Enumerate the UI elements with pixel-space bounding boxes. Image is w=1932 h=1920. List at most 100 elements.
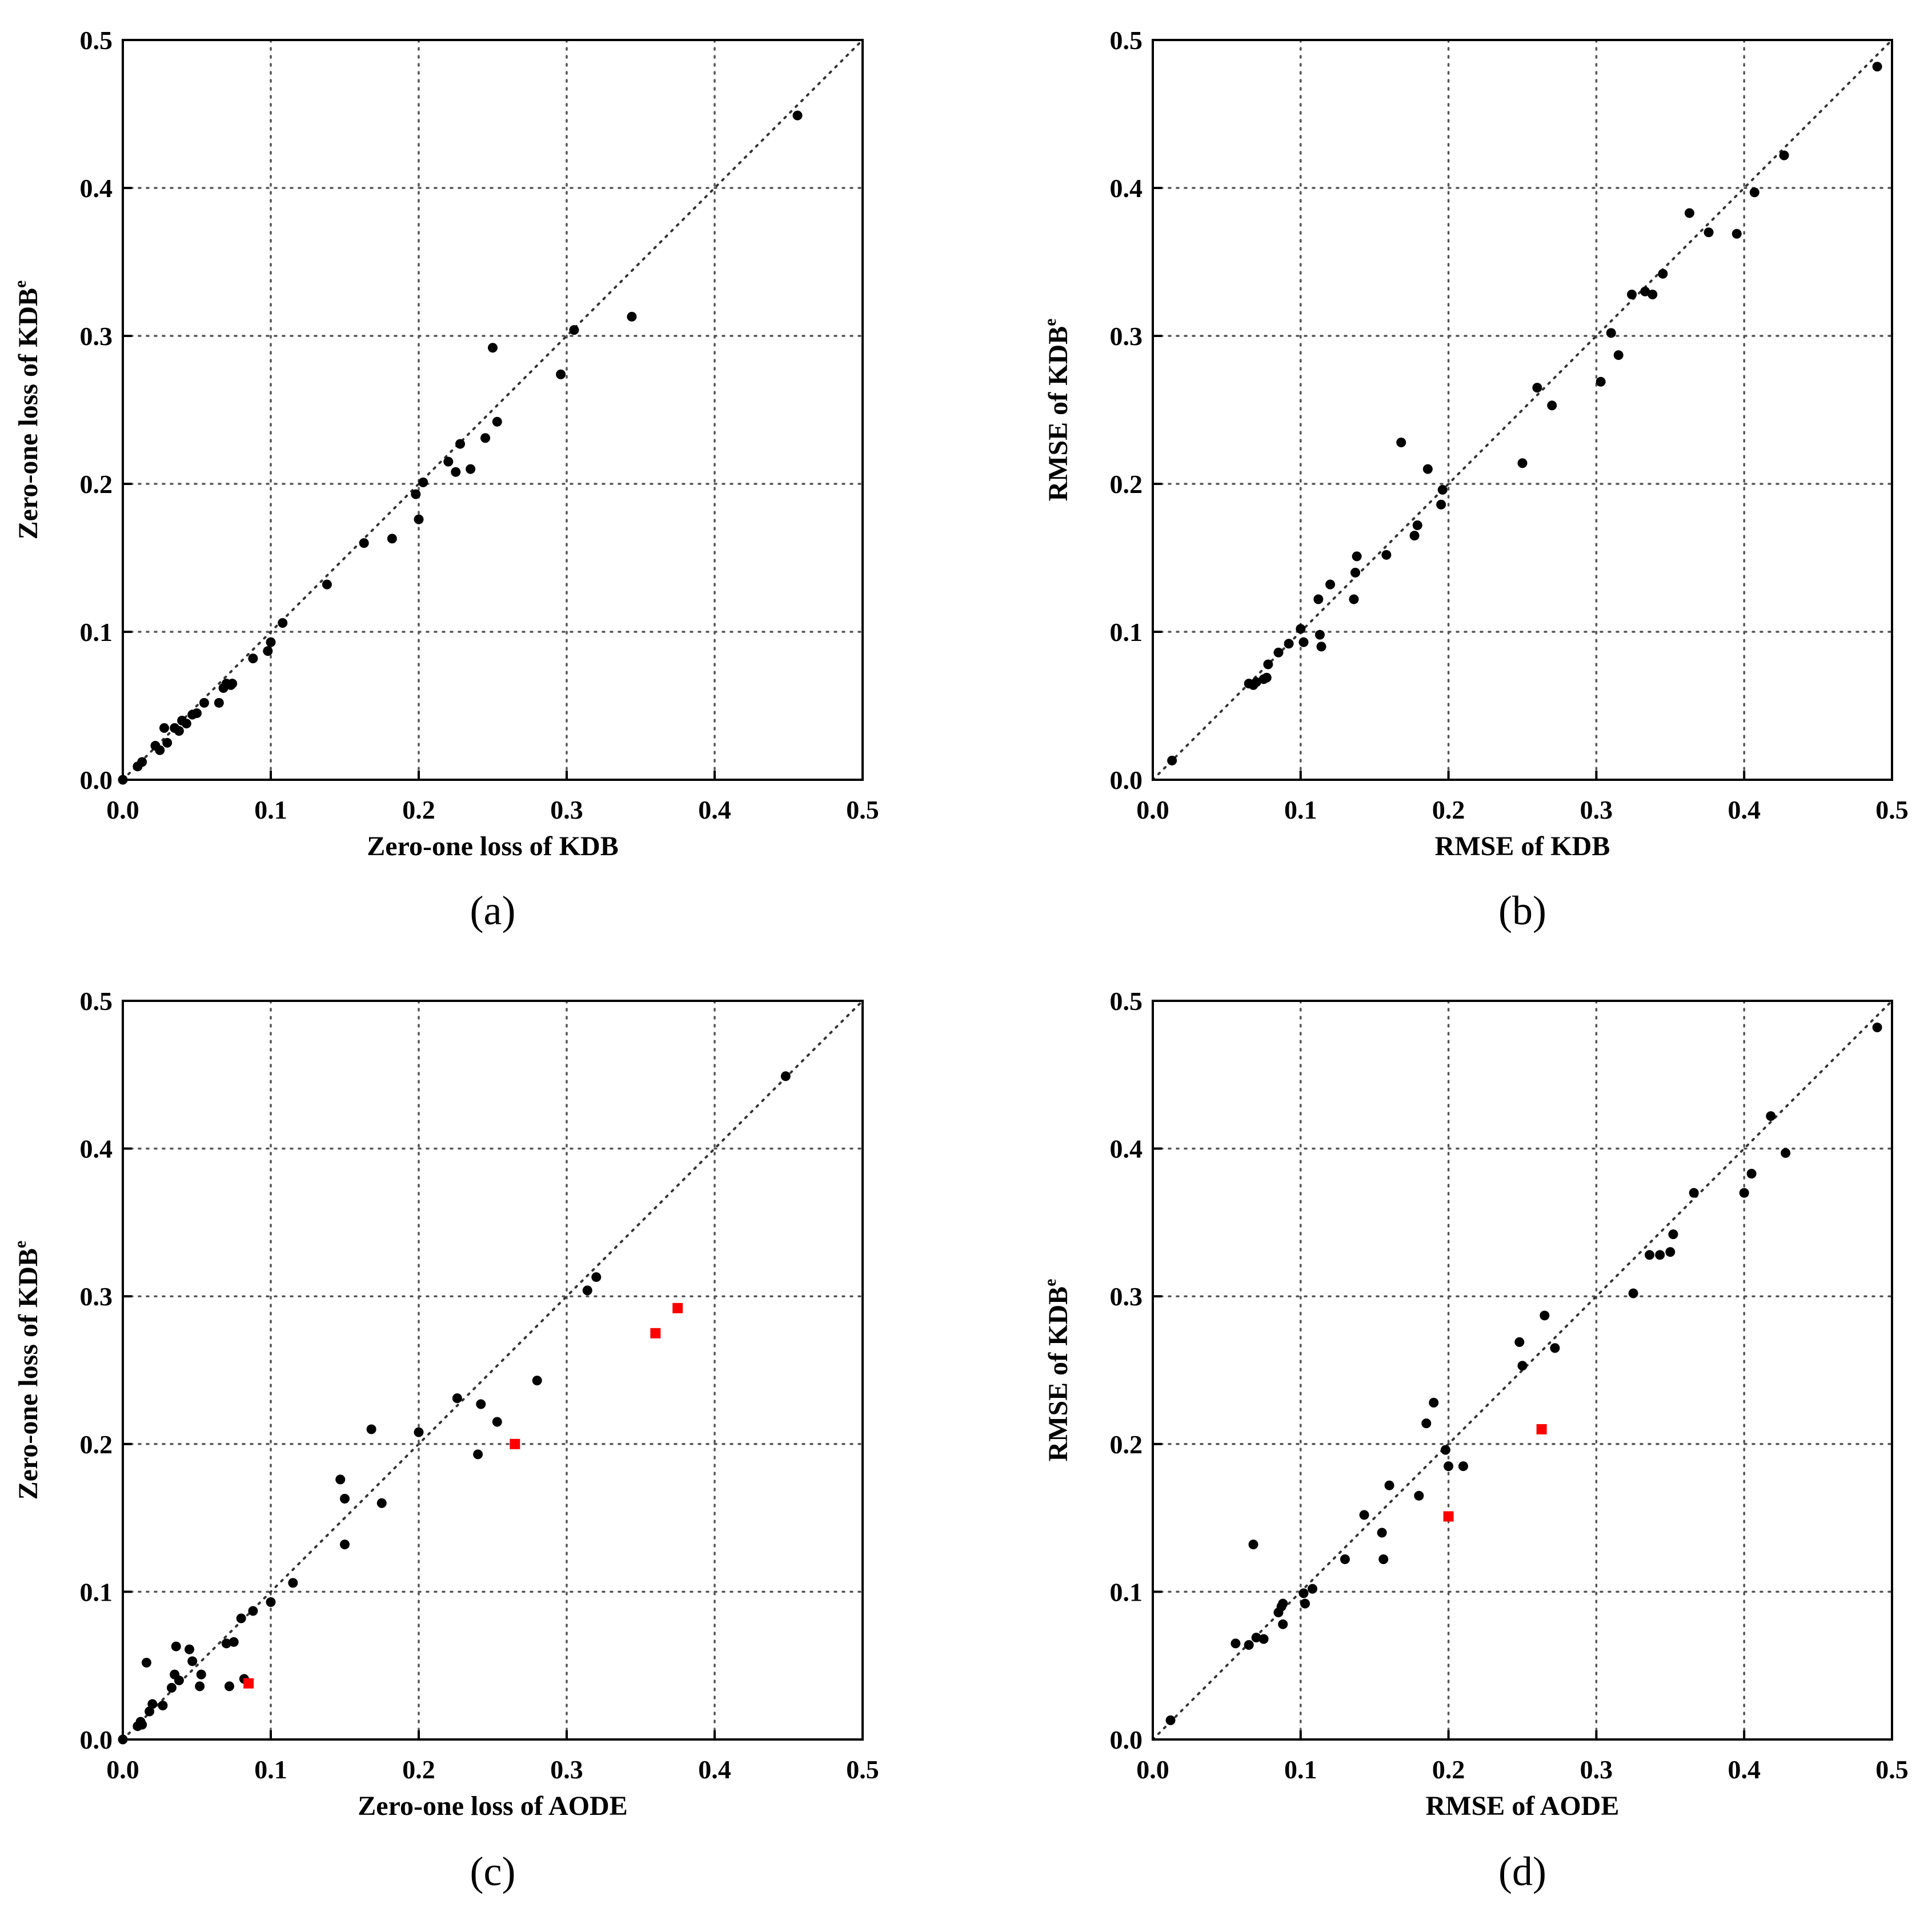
- data-point: [227, 679, 238, 689]
- data-point: [1167, 755, 1177, 765]
- data-point: [480, 433, 491, 443]
- data-point: [1296, 624, 1306, 634]
- data-point: [556, 369, 566, 379]
- data-point: [147, 1699, 158, 1709]
- data-point: [1517, 1361, 1528, 1371]
- x-tick-label: 0.0: [1136, 1755, 1169, 1784]
- data-point: [1377, 1528, 1387, 1538]
- y-tick-label: 0.0: [1110, 1725, 1143, 1754]
- x-tick-label: 0.3: [550, 1755, 583, 1784]
- x-axis-label: Zero-one loss of AODE: [358, 1791, 627, 1821]
- y-tick-label: 0.0: [80, 1725, 113, 1754]
- data-point: [1668, 1229, 1678, 1240]
- y-axis-label: Zero-one loss of KDBe: [11, 1241, 43, 1500]
- highlighted-data-point: [1536, 1424, 1547, 1434]
- data-point: [1298, 637, 1309, 647]
- y-tick-label: 0.3: [80, 1282, 113, 1311]
- data-point: [1779, 150, 1789, 161]
- data-point: [1540, 1310, 1550, 1321]
- data-point: [1378, 1554, 1389, 1565]
- data-point: [1739, 1188, 1749, 1198]
- data-point: [145, 1706, 155, 1717]
- x-tick-label: 0.2: [402, 795, 435, 824]
- x-axis-label: RMSE of KDB: [1435, 831, 1610, 861]
- y-tick-label: 0.3: [1110, 322, 1143, 351]
- data-point: [1422, 464, 1433, 474]
- x-tick-label: 0.4: [698, 1755, 731, 1784]
- data-point: [1613, 350, 1624, 360]
- data-point: [1640, 286, 1650, 296]
- x-axis-label: Zero-one loss of KDB: [367, 831, 618, 861]
- data-point: [1648, 289, 1658, 299]
- y-axis-label-superscript: e: [11, 280, 30, 288]
- data-point: [1251, 677, 1261, 687]
- data-point: [137, 1719, 147, 1730]
- data-point: [158, 1701, 168, 1711]
- data-point: [187, 1656, 198, 1666]
- panel-caption: (b): [1498, 888, 1546, 933]
- data-point: [1517, 458, 1528, 468]
- data-point: [532, 1376, 542, 1386]
- data-point: [1414, 1490, 1424, 1501]
- data-point: [488, 343, 498, 353]
- data-point: [582, 1285, 592, 1296]
- data-point: [263, 646, 273, 656]
- data-point: [1263, 659, 1273, 670]
- data-point: [591, 1272, 602, 1282]
- data-point: [452, 1393, 462, 1404]
- data-point: [1872, 1023, 1882, 1033]
- data-point: [1532, 383, 1542, 393]
- y-axis-label: Zero-one loss of KDBe: [11, 280, 43, 540]
- diagonal-reference-line: [1152, 39, 1893, 781]
- data-point: [1731, 229, 1742, 239]
- y-tick-label: 0.2: [80, 470, 113, 499]
- y-tick-label: 0.4: [80, 174, 113, 203]
- data-point: [162, 737, 173, 748]
- data-point: [1606, 328, 1616, 338]
- data-point: [1412, 520, 1422, 531]
- y-tick-label: 0.5: [1110, 26, 1143, 55]
- data-point: [476, 1399, 486, 1409]
- data-point: [1684, 208, 1694, 218]
- data-point: [1248, 1540, 1258, 1550]
- data-point: [451, 467, 461, 477]
- x-tick-label: 0.0: [1136, 795, 1169, 824]
- x-tick-label: 0.4: [1727, 1755, 1761, 1784]
- data-point: [455, 439, 466, 449]
- plot-frame: [122, 1000, 864, 1741]
- data-point: [1766, 1111, 1776, 1121]
- data-point: [1436, 499, 1446, 510]
- data-point: [792, 110, 803, 121]
- data-point: [236, 1613, 246, 1624]
- data-point: [1440, 1445, 1450, 1455]
- highlighted-data-point: [1443, 1511, 1454, 1522]
- data-point: [278, 618, 288, 628]
- y-tick-label: 0.5: [80, 987, 113, 1016]
- data-point: [492, 1417, 502, 1427]
- data-point: [1349, 594, 1359, 604]
- data-point: [492, 416, 502, 427]
- panel-caption: (a): [470, 888, 516, 933]
- data-point: [1244, 1640, 1254, 1650]
- data-point: [1251, 1633, 1261, 1643]
- data-point: [185, 1644, 195, 1654]
- data-point: [214, 698, 224, 708]
- data-point: [155, 745, 165, 755]
- data-point: [1284, 639, 1294, 649]
- data-point: [1314, 630, 1325, 640]
- x-axis-label: RMSE of AODE: [1426, 1791, 1620, 1821]
- data-point: [1230, 1638, 1241, 1649]
- data-point: [181, 719, 191, 729]
- data-point: [195, 1681, 205, 1691]
- highlighted-data-point: [510, 1438, 520, 1449]
- data-point: [1352, 551, 1362, 562]
- data-point: [414, 1427, 424, 1437]
- chart-panel-4: 0.0 0.1 0.2 0.3 0.4 0.5 0.0 0.1 0.2 0.3 0.4 0.5 RMSE…: [1041, 987, 1909, 1894]
- y-tick-label: 0.2: [1110, 1430, 1143, 1459]
- y-axis-label: RMSE of KDBe: [1041, 1278, 1073, 1461]
- data-point: [199, 698, 209, 708]
- data-point: [118, 1734, 128, 1745]
- x-tick-label: 0.2: [402, 1755, 435, 1784]
- data-point: [1781, 1148, 1791, 1158]
